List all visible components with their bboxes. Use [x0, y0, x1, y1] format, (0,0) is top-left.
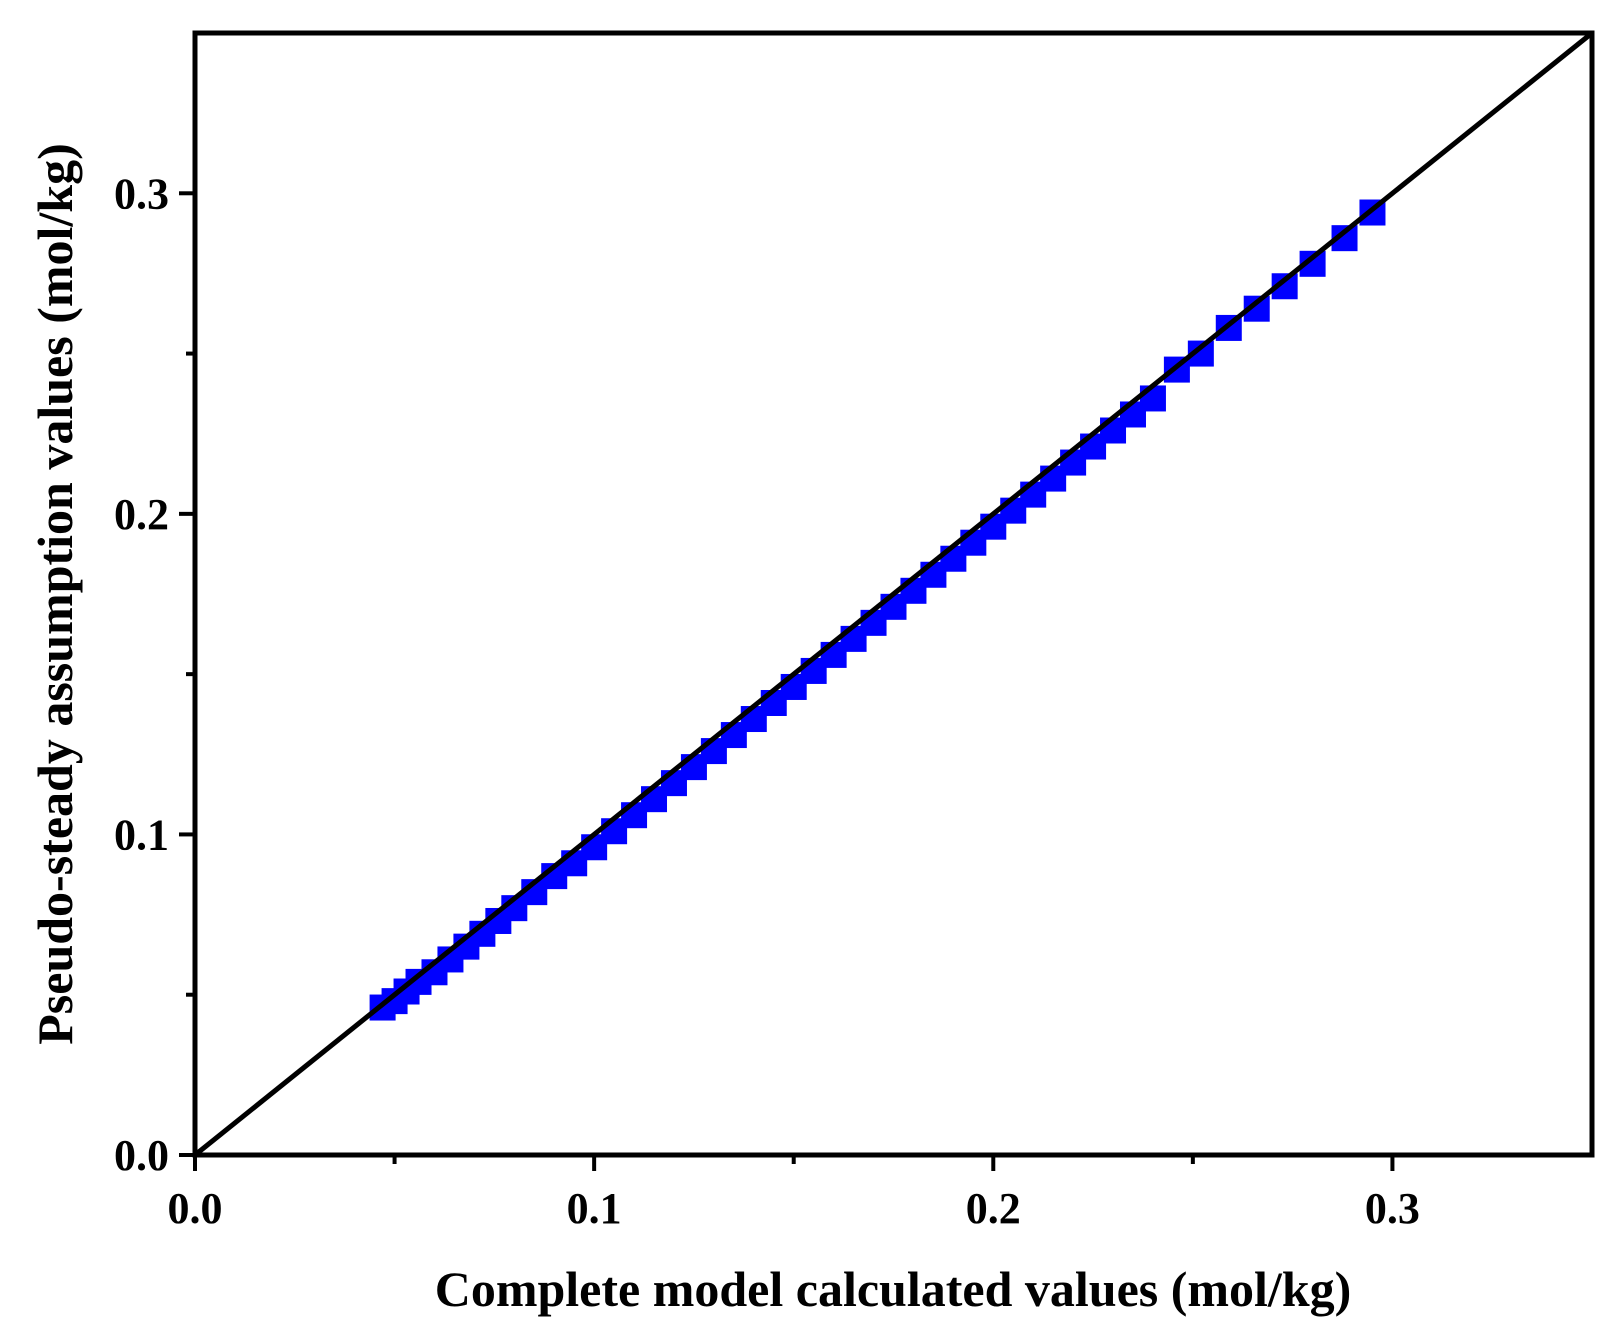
y-tick-label: 0.0: [114, 1131, 169, 1180]
y-axis-title: Pseudo-steady assumption values (mol/kg): [27, 143, 83, 1045]
reference-line: [195, 33, 1592, 1155]
x-tick-label: 0.1: [567, 1184, 622, 1233]
x-axis-title: Complete model calculated values (mol/kg…: [435, 1261, 1352, 1317]
axis-ticks: [179, 191, 1395, 1171]
x-tick-label: 0.3: [1365, 1184, 1420, 1233]
y-tick-label: 0.1: [114, 810, 169, 859]
data-point: [1139, 385, 1166, 412]
tick-labels: 0.0 0.1 0.2 0.3 0.0 0.1 0.2 0.3: [114, 169, 1420, 1233]
y-tick-label: 0.2: [114, 490, 169, 539]
y-tick-label: 0.3: [114, 169, 169, 218]
x-tick-label: 0.0: [168, 1184, 223, 1233]
reference-line-layer: [195, 33, 1592, 1155]
x-tick-label: 0.2: [966, 1184, 1021, 1233]
plot-frame: [192, 30, 1595, 1158]
